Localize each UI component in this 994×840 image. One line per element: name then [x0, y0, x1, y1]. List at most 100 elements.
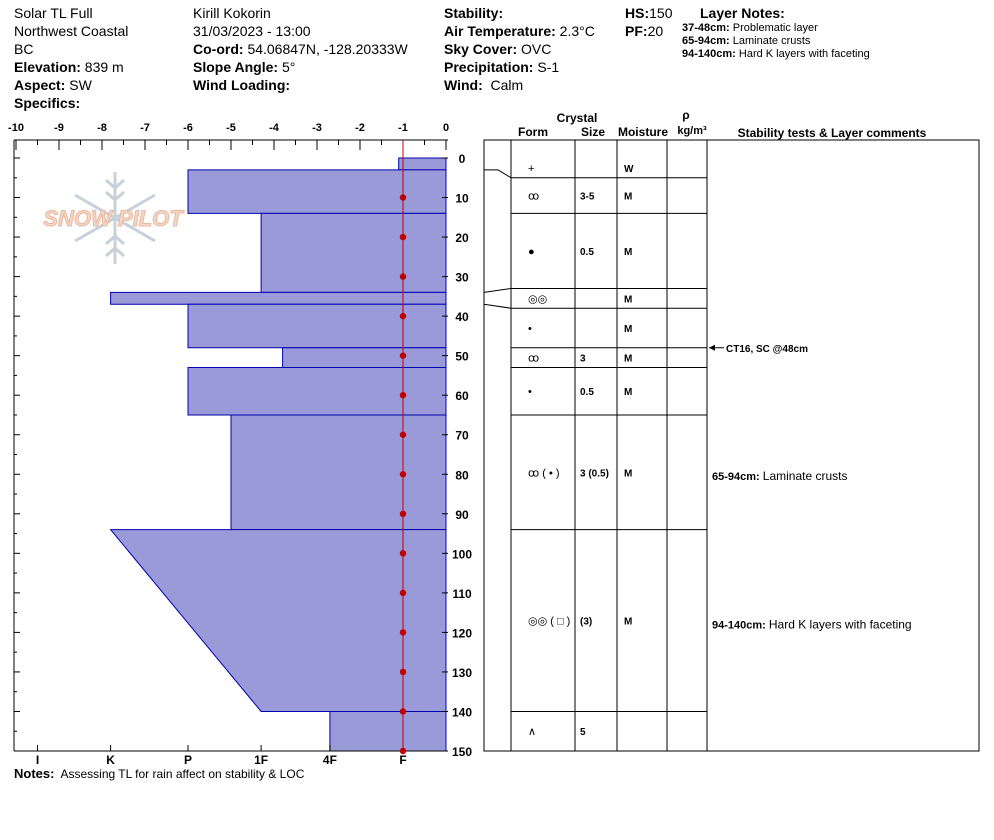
- layer-form: ◎◎: [528, 293, 547, 305]
- layer-size: 3-5: [580, 192, 595, 203]
- layer-moisture: M: [624, 354, 632, 365]
- specifics-row: Specifics:: [14, 95, 81, 111]
- temperature-point: [399, 431, 407, 438]
- depth-axis-label: 20: [455, 231, 469, 245]
- observer-info: Kirill Kokorin 31/03/2023 - 13:00 Co-ord…: [193, 4, 408, 94]
- layer-comment: 65-94cm: Laminate crusts: [712, 469, 847, 483]
- temperature-point: [399, 352, 407, 359]
- hs-pf-info: HS:150 PF:20: [625, 4, 672, 40]
- coord-row: Co-ord: 54.06847N, -128.20333W: [193, 41, 408, 57]
- pf-row: PF:20: [625, 23, 664, 39]
- layer-table-border: [483, 139, 980, 752]
- snowpilot-logo: SNOW PILOT: [43, 172, 185, 264]
- temperature-point: [399, 233, 407, 241]
- depth-axis-label: 0: [459, 152, 466, 166]
- top-axis-label: -6: [183, 122, 193, 134]
- temperature-point: [399, 471, 407, 478]
- coord-value: 54.06847N, -128.20333W: [247, 41, 408, 57]
- moisture-header: Moisture: [618, 125, 668, 139]
- layer-form: ꝏ ( • ): [528, 467, 560, 479]
- hardness-layer: [187, 303, 447, 349]
- layer-notes: 37-48cm: Problematic layer 65-94cm: Lami…: [682, 22, 870, 61]
- depth-axis-label: 110: [452, 587, 472, 601]
- layer-form: ꝏ: [528, 353, 539, 365]
- hardness-scale-label: K: [106, 753, 115, 766]
- hardness-layer: [329, 710, 447, 752]
- temperature-point: [399, 194, 407, 201]
- temperature-point: [399, 392, 407, 399]
- layer-form: •: [528, 386, 532, 398]
- layer-form: ◎◎ ( □ ): [528, 616, 570, 628]
- crystal-header: Crystal: [557, 111, 598, 125]
- hardness-scale-label: I: [36, 753, 39, 766]
- logo-text: SNOW PILOT: [43, 206, 184, 231]
- layer-moisture: W: [624, 164, 634, 175]
- layer-moisture: M: [624, 324, 632, 335]
- depth-axis-label: 30: [455, 271, 469, 285]
- layer-size: 3: [580, 354, 586, 365]
- depth-axis-label: 50: [455, 350, 469, 364]
- hardness-layer: [110, 291, 447, 305]
- temperature-point: [399, 589, 407, 597]
- hardness-scale-label: P: [184, 753, 192, 766]
- layer-connector: [484, 169, 512, 179]
- stability-row: Stability:: [444, 5, 504, 21]
- depth-axis-label: 60: [455, 389, 469, 403]
- top-axis-label: -3: [312, 122, 322, 134]
- layer-form: +: [528, 163, 534, 175]
- site-info: Solar TL Full Northwest Coastal BC Eleva…: [14, 4, 128, 112]
- layer-moisture: M: [624, 247, 632, 258]
- province: BC: [14, 41, 34, 57]
- layer-size: 0.5: [580, 387, 594, 398]
- layer-moisture: M: [624, 192, 632, 203]
- hardness-layer: [282, 347, 447, 369]
- top-axis-label: -7: [140, 122, 150, 134]
- precip-value: S-1: [537, 59, 560, 75]
- layer-note: 94-140cm: Hard K layers with faceting: [682, 48, 870, 60]
- top-axis-label: -2: [355, 122, 365, 134]
- temperature-point: [399, 273, 407, 280]
- elevation-row: Elevation: 839 m: [14, 59, 124, 75]
- layer-size: 3 (0.5): [580, 468, 609, 479]
- top-axis-label: -8: [97, 122, 107, 134]
- notes: Notes: Assessing TL for rain affect on s…: [14, 766, 305, 781]
- hardness-layer: [398, 157, 447, 171]
- layer-size: 5: [580, 727, 586, 738]
- top-axis-label: -10: [8, 122, 24, 134]
- comment-arrow-head: [709, 344, 715, 351]
- top-axis-label: -1: [398, 122, 408, 134]
- datetime: 31/03/2023 - 13:00: [193, 23, 311, 39]
- layer-size: 0.5: [580, 247, 594, 258]
- air-temp-row: Air Temperature: 2.3°C: [444, 23, 595, 39]
- hardness-scale-label: 4F: [323, 753, 337, 766]
- aspect-value: SW: [69, 77, 92, 93]
- temperature-point: [399, 629, 407, 636]
- region: Northwest Coastal: [14, 23, 129, 39]
- elevation-value: 839 m: [84, 59, 124, 75]
- temperature-point: [399, 747, 407, 755]
- depth-axis-label: 40: [455, 310, 469, 324]
- slope-row: Slope Angle: 5°: [193, 59, 296, 75]
- wind-row: Wind: Calm: [444, 77, 524, 93]
- temperature-point: [399, 550, 407, 557]
- aspect-row: Aspect: SW: [14, 77, 92, 93]
- pf-value: 20: [647, 23, 664, 39]
- temperature-point: [399, 312, 407, 320]
- depth-axis-label: 120: [452, 626, 472, 640]
- depth-axis-label: 70: [455, 429, 469, 443]
- rho-header: ρ: [682, 108, 689, 122]
- hardness-layer: [187, 367, 447, 416]
- layer-moisture: M: [624, 387, 632, 398]
- layer-connector: [483, 287, 512, 293]
- hardness-layer: [260, 212, 447, 293]
- wind-loading-row: Wind Loading:: [193, 77, 291, 93]
- depth-axis-label: 140: [452, 705, 472, 719]
- top-axis-label: -4: [269, 122, 280, 134]
- wind-value: Calm: [490, 77, 524, 93]
- size-header: Size: [581, 125, 605, 139]
- depth-axis-label: 100: [452, 547, 472, 561]
- layer-note: 65-94cm: Laminate crusts: [682, 35, 811, 47]
- layer-note: 37-48cm: Problematic layer: [682, 22, 818, 34]
- temperature-point: [399, 708, 407, 715]
- hardness-layer: [187, 169, 447, 214]
